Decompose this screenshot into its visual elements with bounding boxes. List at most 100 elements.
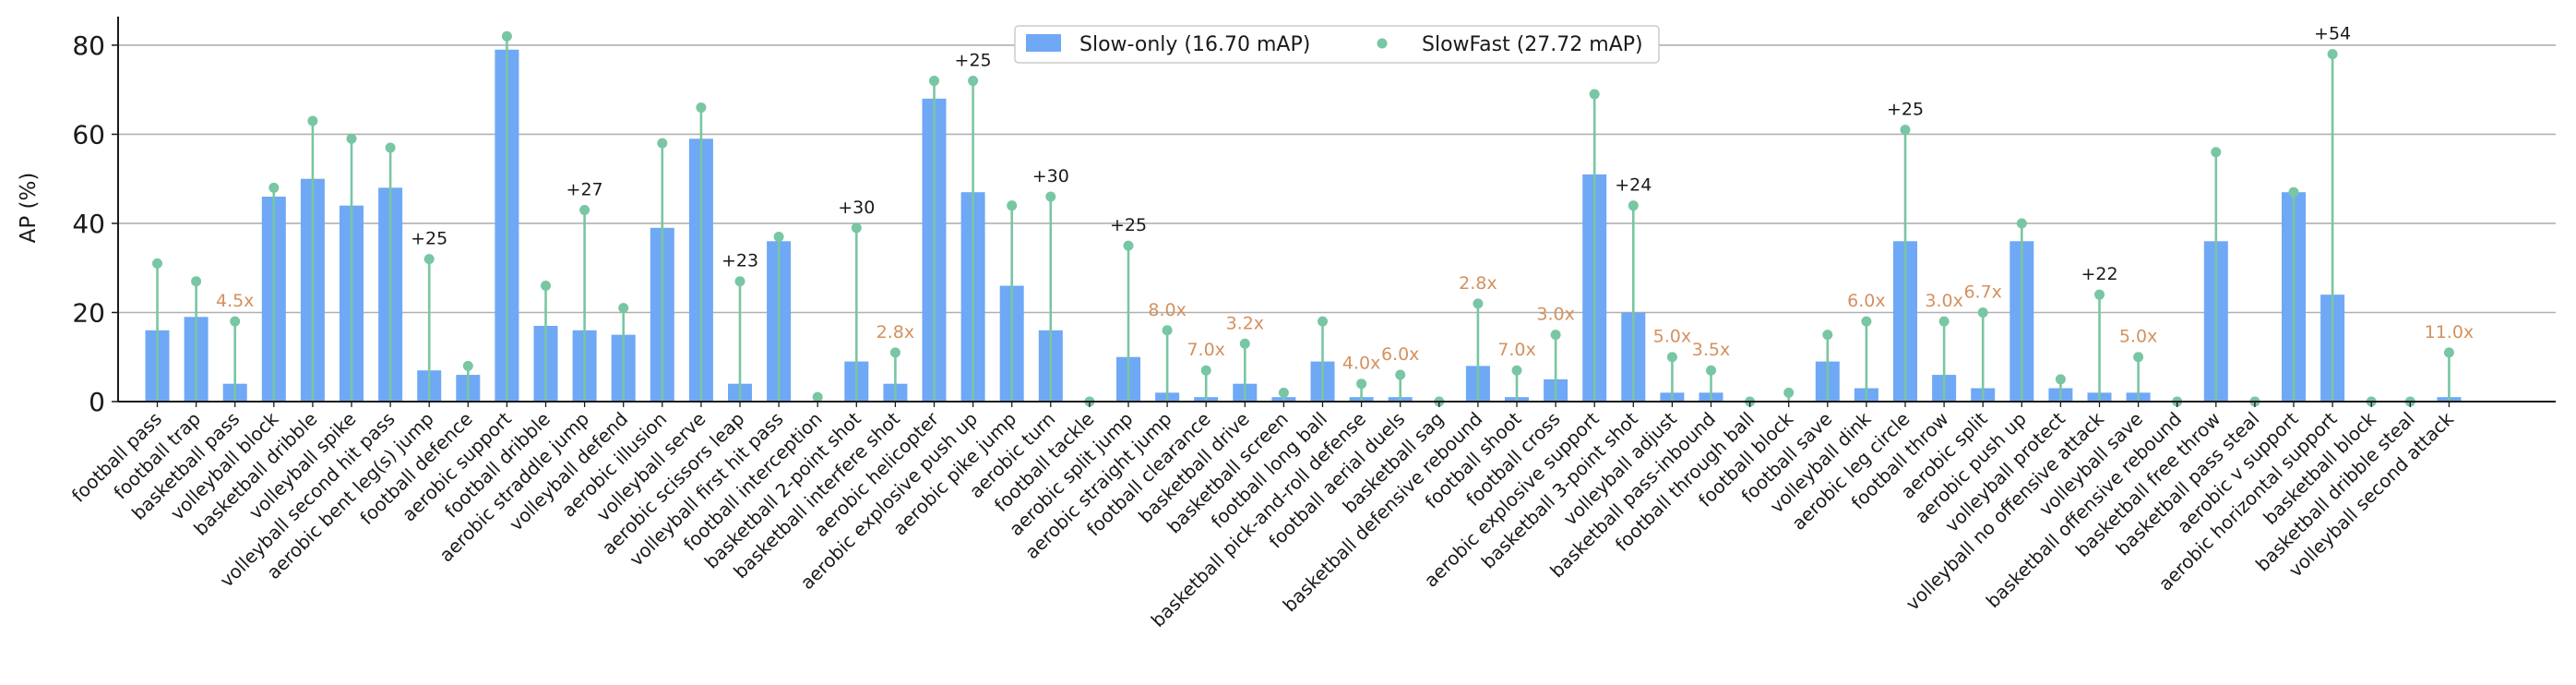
annotation-volleyball-adjust: 5.0x	[1653, 327, 1691, 347]
annotation-basketball-3-point-shot: +24	[1615, 175, 1652, 196]
annotation-aerobic-turn: +30	[1032, 166, 1069, 186]
legend-label-slow-only: Slow-only (16.70 mAP)	[1079, 33, 1310, 56]
point-basketball-pass-inbound	[1706, 365, 1716, 376]
point-aerobic-illusion	[657, 138, 668, 149]
point-aerobic-v-support	[2288, 186, 2299, 198]
annotation-aerobic-straight-jump: 8.0x	[1148, 300, 1186, 320]
annotation-basketball-drive: 3.2x	[1226, 313, 1264, 333]
point-volleyball-defend	[618, 303, 629, 314]
point-volleyball-first-hit-pass	[773, 231, 784, 242]
axes	[117, 17, 2556, 403]
point-football-clearance	[1200, 365, 1211, 376]
annotation-basketball-defensive-rebound: 2.8x	[1459, 273, 1497, 294]
point-football-shoot	[1511, 365, 1522, 376]
annotation-volleyball-dink: 6.0x	[1847, 291, 1885, 311]
y-tick-label: 80	[72, 30, 105, 61]
annotation-football-clearance: 7.0x	[1187, 340, 1224, 360]
annotation-aerobic-bent-leg-s-jump: +25	[411, 229, 447, 249]
annotation-aerobic-scissors-leap: +23	[722, 251, 758, 271]
point-football-interception	[812, 391, 823, 403]
point-football-trap	[191, 276, 202, 287]
annotation-aerobic-horizontal-support: +54	[2314, 24, 2351, 44]
point-basketball-pass	[230, 316, 241, 327]
point-basketball-interfere-shot	[889, 347, 900, 358]
point-football-aerial-duels	[1395, 369, 1406, 380]
y-tick-label: 20	[72, 297, 105, 328]
point-volleyball-second-attack	[2443, 347, 2454, 358]
annotation-basketball-2-point-shot: +30	[838, 198, 875, 218]
legend-box	[1014, 25, 1660, 64]
legend-label-slowfast: SlowFast (27.72 mAP)	[1422, 33, 1643, 56]
point-aerobic-straight-jump	[1162, 325, 1173, 336]
point-volleyball-no-offensive-attack	[2094, 289, 2105, 300]
point-football-pass	[152, 258, 162, 269]
point-football-save	[1822, 330, 1833, 341]
annotations: 4.5x+25+27+23+302.8x+25+30+258.0x7.0x3.2…	[216, 24, 2474, 374]
point-football-block	[1783, 387, 1795, 398]
annotation-basketball-pass-inbound: 3.5x	[1692, 340, 1730, 360]
point-basketball-defensive-rebound	[1473, 298, 1484, 309]
point-aerobic-helicopter	[929, 76, 939, 87]
annotation-football-aerial-duels: 6.0x	[1381, 344, 1419, 365]
point-aerobic-explosive-support	[1589, 89, 1600, 100]
point-aerobic-explosive-push-up	[968, 76, 979, 87]
legend-swatch-slowfast	[1377, 38, 1388, 49]
point-basketball-free-throw	[2211, 147, 2222, 158]
annotation-football-cross: 3.0x	[1536, 305, 1574, 325]
annotation-aerobic-split: 6.7x	[1963, 282, 2001, 302]
point-aerobic-turn	[1045, 191, 1056, 202]
point-basketball-2-point-shot	[851, 222, 862, 234]
slow-only-bars	[145, 49, 2462, 403]
y-tick-label: 0	[89, 387, 105, 417]
point-aerobic-straddle-jump	[579, 205, 590, 215]
point-basketball-pick-and-roll-defense	[1356, 379, 1367, 390]
point-volleyball-protect	[2055, 374, 2066, 385]
point-volleyball-adjust	[1666, 352, 1677, 363]
point-aerobic-scissors-leap	[734, 276, 745, 287]
point-football-long-ball	[1318, 316, 1328, 327]
point-football-throw	[1938, 316, 1950, 327]
legend: Slow-only (16.70 mAP) SlowFast (27.72 mA…	[1014, 25, 1660, 64]
annotation-volleyball-save: 5.0x	[2119, 327, 2157, 347]
annotation-volleyball-second-attack: 11.0x	[2425, 322, 2475, 342]
point-aerobic-push-up	[2016, 218, 2027, 229]
y-tick-labels: 0 20 40 60 80	[72, 30, 118, 417]
annotation-aerobic-split-jump: +25	[1110, 215, 1147, 235]
point-volleyball-second-hit-pass	[385, 142, 396, 153]
point-basketball-drive	[1239, 338, 1250, 349]
annotation-aerobic-leg-circle: +25	[1887, 100, 1924, 120]
point-aerobic-split	[1977, 306, 1988, 318]
y-axis-label: AP (%)	[17, 173, 41, 244]
point-aerobic-pike-jump	[1007, 200, 1018, 211]
annotation-aerobic-explosive-push-up: +25	[955, 51, 992, 71]
point-volleyball-spike	[346, 133, 357, 144]
point-football-defence	[462, 360, 473, 371]
y-tick-label: 40	[72, 209, 105, 239]
point-volleyball-save	[2133, 352, 2144, 363]
y-tick-label: 60	[72, 119, 105, 150]
point-basketball-dribble	[307, 115, 318, 126]
legend-swatch-slow-only	[1026, 34, 1061, 52]
grid-lines	[118, 44, 2556, 314]
point-volleyball-dink	[1861, 316, 1872, 327]
point-basketball-3-point-shot	[1628, 200, 1639, 211]
point-football-dribble	[541, 281, 551, 292]
point-aerobic-leg-circle	[1900, 125, 1911, 136]
annotation-football-shoot: 7.0x	[1497, 340, 1535, 360]
annotation-basketball-interfere-shot: 2.8x	[877, 322, 914, 342]
point-basketball-screen	[1278, 387, 1289, 398]
point-aerobic-split-jump	[1123, 240, 1134, 251]
point-aerobic-support	[501, 30, 512, 42]
slowfast-stems	[152, 30, 2454, 407]
point-volleyball-serve	[696, 102, 707, 114]
point-volleyball-block	[268, 182, 280, 193]
annotation-aerobic-straddle-jump: +27	[566, 180, 603, 200]
annotation-volleyball-no-offensive-attack: +22	[2081, 264, 2117, 284]
point-football-cross	[1550, 330, 1561, 341]
annotation-football-throw: 3.0x	[1925, 291, 1962, 311]
point-aerobic-bent-leg-s-jump	[423, 254, 435, 265]
annotation-basketball-pick-and-roll-defense: 4.0x	[1342, 354, 1380, 374]
point-aerobic-horizontal-support	[2327, 49, 2338, 60]
